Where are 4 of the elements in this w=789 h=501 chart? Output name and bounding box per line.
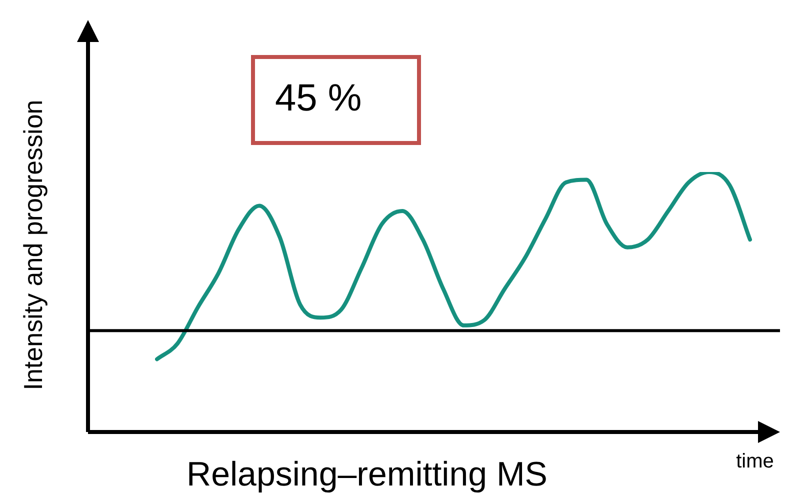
y-axis-title: Intensity and progression	[18, 100, 48, 390]
x-axis-title: time	[736, 450, 774, 473]
text: Relapsing–remitting MS	[186, 455, 548, 494]
text: 45 %	[275, 77, 362, 120]
